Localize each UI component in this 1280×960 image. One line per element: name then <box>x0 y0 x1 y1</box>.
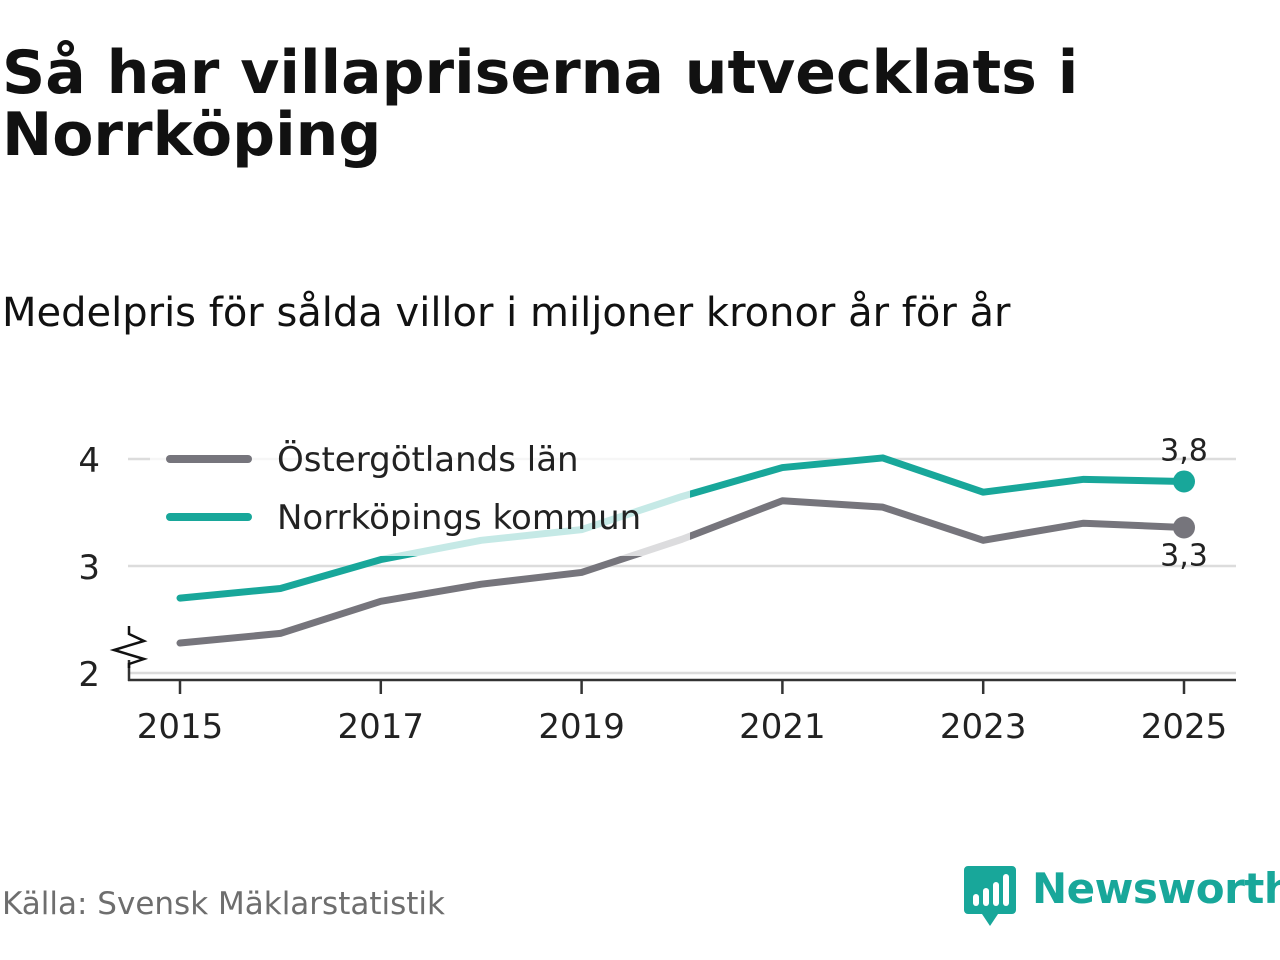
x-tick-label: 2025 <box>1141 707 1228 747</box>
chart-title: Så har villapriserna utvecklats i Norrkö… <box>2 38 1079 170</box>
series-end-point-1 <box>1173 470 1195 493</box>
x-tick-label: 2015 <box>137 707 224 747</box>
brand-name: Newsworthy <box>1032 864 1280 913</box>
series-end-label-1: 3,8 <box>1160 433 1208 468</box>
legend-background <box>150 430 690 556</box>
x-tick-label: 2021 <box>739 707 826 747</box>
legend-label-1: Norrköpings kommun <box>277 498 641 538</box>
line-chart: 2 3 4 2015 2017 2019 2021 2023 2025 3,3 3,8 Östergö… <box>78 430 1236 747</box>
series-end-label-0: 3,3 <box>1160 538 1208 573</box>
series-end-point-0 <box>1173 516 1195 539</box>
x-tick-label: 2019 <box>538 707 625 747</box>
x-tick-label: 2023 <box>940 707 1027 747</box>
axis-break-icon <box>109 626 149 668</box>
newsworthy-logo-icon <box>964 866 1016 926</box>
x-tick-label: 2017 <box>338 707 425 747</box>
source-note: Källa: Svensk Mäklarstatistik <box>2 886 445 922</box>
y-tick-label: 3 <box>78 548 100 588</box>
chart-subtitle: Medelpris för sålda villor i miljoner kr… <box>2 290 1011 336</box>
legend-label-0: Östergötlands län <box>277 439 579 480</box>
y-tick-label: 4 <box>78 441 100 481</box>
y-tick-label: 2 <box>78 655 100 695</box>
